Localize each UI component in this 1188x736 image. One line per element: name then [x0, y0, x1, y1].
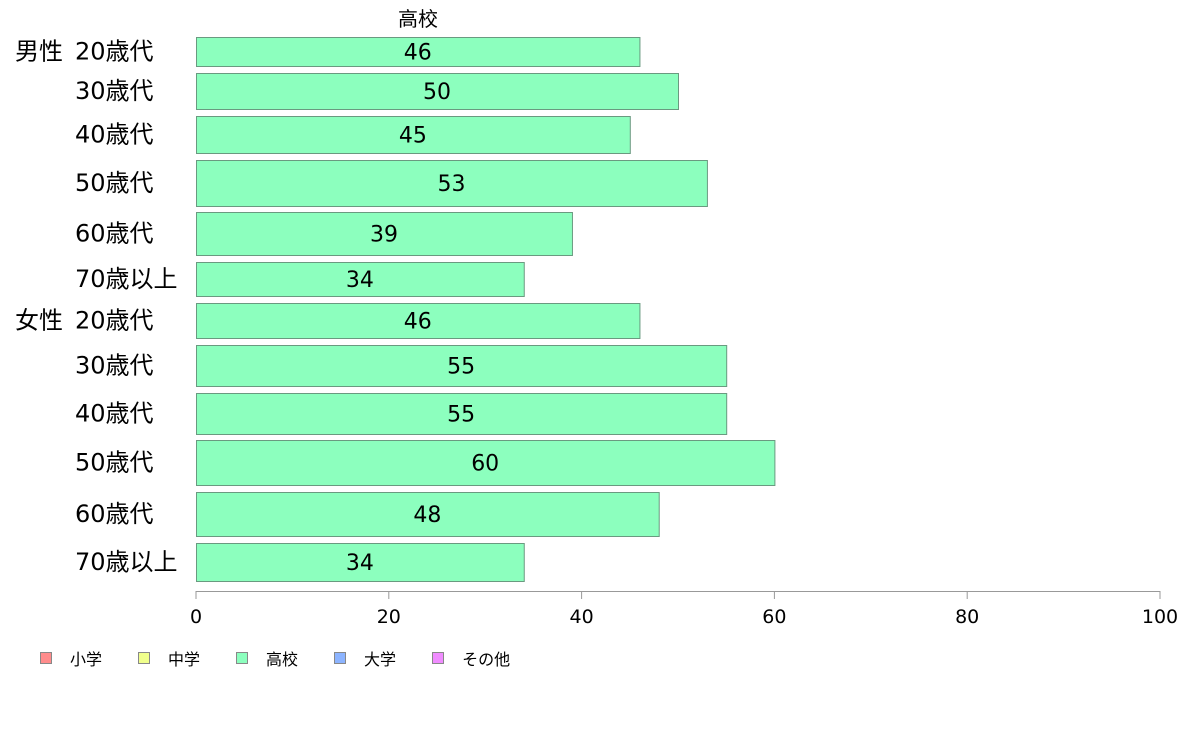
category-label: 60歳代 — [75, 220, 154, 248]
bar — [196, 212, 573, 256]
category-label: 20歳代 — [75, 307, 154, 335]
category-label: 40歳代 — [75, 400, 154, 428]
legend-item: 小学 — [40, 646, 102, 670]
bar-value-label: 46 — [404, 41, 432, 66]
x-axis: 0 20 40 60 80 100 — [190, 591, 1178, 628]
bar — [196, 393, 728, 435]
legend-item: 高校 — [236, 646, 298, 670]
legend-item: 中学 — [138, 646, 200, 670]
group-label: 男性 — [15, 38, 63, 66]
bar-value-label: 55 — [447, 403, 475, 428]
bar-value-label: 39 — [370, 223, 398, 248]
legend-label: 中学 — [168, 650, 201, 669]
legend-label: 高校 — [266, 650, 299, 669]
chart-title: 高校 — [398, 7, 438, 31]
group-label: 女性 — [15, 307, 63, 335]
x-tick-label: 40 — [570, 606, 594, 628]
bar — [196, 37, 641, 67]
category-label: 20歳代 — [75, 38, 154, 66]
bar-value-label: 60 — [471, 452, 499, 477]
x-tick-label: 0 — [190, 606, 202, 628]
bar-value-label: 53 — [437, 172, 465, 197]
legend-label: 小学 — [70, 650, 103, 669]
category-label: 70歳以上 — [75, 265, 178, 293]
bar — [196, 73, 679, 110]
legend-label: 大学 — [364, 650, 397, 669]
bars-layer: 4620歳代男性5030歳代4540歳代5350歳代3960歳代3470歳以上4… — [15, 37, 776, 582]
legend: 小学 中学 高校 大学 その他 — [40, 646, 546, 670]
category-label: 70歳以上 — [75, 548, 178, 576]
x-tick-label: 80 — [955, 606, 979, 628]
category-label: 50歳代 — [75, 169, 154, 197]
bar-value-label: 34 — [346, 551, 374, 576]
bar — [196, 440, 776, 486]
category-label: 40歳代 — [75, 121, 154, 149]
bar — [196, 160, 708, 207]
legend-label: その他 — [462, 650, 511, 669]
category-label: 60歳代 — [75, 500, 154, 528]
legend-swatch — [334, 652, 347, 664]
bar — [196, 345, 728, 387]
bar — [196, 303, 641, 339]
category-label: 30歳代 — [75, 352, 154, 380]
legend-swatch — [40, 652, 52, 664]
bar-value-label: 45 — [399, 124, 427, 149]
x-tick-label: 100 — [1142, 606, 1178, 628]
bar — [196, 262, 525, 297]
bar-value-label: 46 — [404, 310, 432, 335]
category-label: 30歳代 — [75, 77, 154, 105]
bar-value-label: 34 — [346, 268, 374, 293]
bar-value-label: 50 — [423, 80, 451, 105]
legend-item: その他 — [432, 646, 510, 670]
x-tick-label: 60 — [762, 606, 786, 628]
legend-item: 大学 — [334, 646, 396, 670]
bar — [196, 543, 525, 582]
bar — [196, 116, 631, 154]
bar-value-label: 55 — [447, 355, 475, 380]
x-tick-label: 20 — [377, 606, 401, 628]
legend-swatch — [138, 652, 151, 664]
legend-swatch — [432, 652, 445, 664]
category-label: 50歳代 — [75, 449, 154, 477]
legend-swatch — [236, 652, 249, 664]
bar-value-label: 48 — [413, 503, 441, 528]
bar — [196, 492, 660, 537]
